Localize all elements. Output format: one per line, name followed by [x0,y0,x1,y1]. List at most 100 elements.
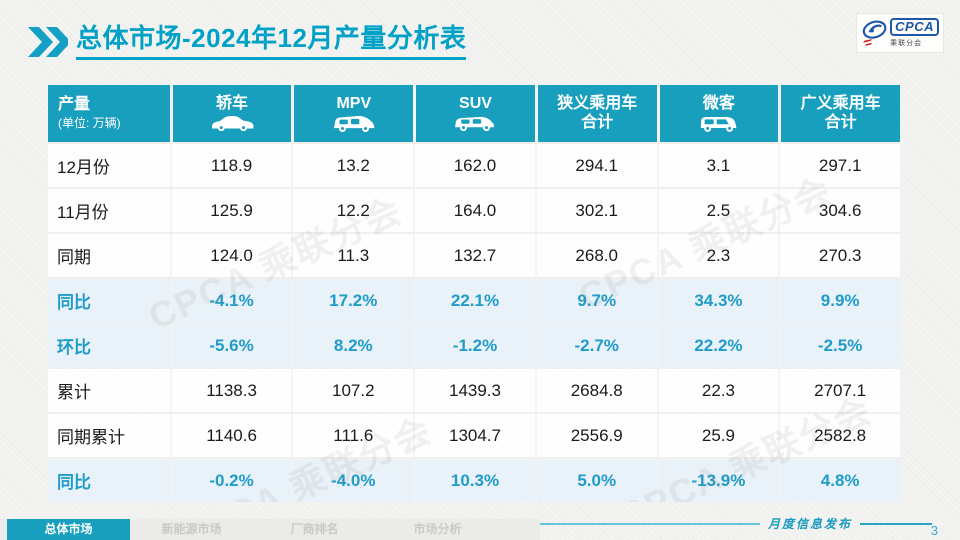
table-cell: 8.2% [291,324,413,367]
table-cell: 4.8% [778,459,900,502]
table-cell: 13.2 [291,144,413,187]
cpca-swirl-icon [862,20,887,46]
table-cell: 25.9 [656,414,779,457]
column-header-5: 微客 [656,85,779,142]
table-cell: 164.0 [413,189,535,232]
column-label-line2: 合计 [581,113,614,131]
row-label: 同期 [57,248,91,267]
table-cell: 1439.3 [413,369,535,412]
column-label: 产量 [58,96,91,114]
footer-tab-nev-market[interactable]: 新能源市场 [161,522,222,536]
table-cell: 9.7% [534,279,657,322]
table-cell: -4.1% [169,279,292,322]
table-cell: 2684.8 [534,369,657,412]
table-cell: 111.6 [291,414,413,457]
table-cell: 2582.8 [778,414,900,457]
mpv-icon [331,114,377,132]
table-row-4: 环比 -5.6% 8.2% -1.2% -2.7% 22.2% -2.5% [48,322,900,367]
footer-line-right [860,522,932,525]
column-header-2: MPV [291,85,414,142]
footer-tabs: 总体市场 新能源市场 厂商排名 市场分析 [7,519,499,540]
release-label: 月度信息发布 [767,517,852,531]
table-cell: 1138.3 [169,369,292,412]
unit-note: (单位: 万辆) [58,115,121,130]
table-cell: 2556.9 [534,414,657,457]
table-cell: 118.9 [169,144,292,187]
table-cell: 107.2 [291,369,413,412]
table-cell: 297.1 [778,144,900,187]
table-cell: 270.3 [778,234,900,277]
microvan-icon [697,114,741,132]
table-cell: 294.1 [534,144,657,187]
sedan-icon [209,114,255,132]
table-cell: 1304.7 [413,414,535,457]
production-table: CPCA 乘联分会 CPCA 乘联分会 CPCA 乘联分会 CPCA 乘联分会 … [48,85,900,502]
page-number: 3 [930,523,938,538]
column-label: SUV [459,94,492,112]
page-title: 总体市场-2024年12月产量分析表 [76,23,467,60]
row-label: 11月份 [57,203,109,222]
table-cell: 12.2 [291,189,413,232]
row-label: 12月份 [57,158,110,177]
footer-tab-overall-market[interactable]: 总体市场 [7,519,130,540]
row-label: 同比 [57,473,91,492]
table-cell: 17.2% [291,279,413,322]
table-row-1: 11月份 125.9 12.2 164.0 302.1 2.5 304.6 [48,187,900,232]
table-cell: 268.0 [534,234,657,277]
table-cell: 34.3% [656,279,779,322]
table-row-3: 同比 -4.1% 17.2% 22.1% 9.7% 34.3% 9.9% [48,277,900,322]
table-cell: 5.0% [534,459,657,502]
tab-strip [0,519,540,540]
column-label-line2: 合计 [824,113,857,131]
row-label: 同比 [57,293,91,312]
table-cell: 132.7 [413,234,535,277]
footer-tab-oem-ranking[interactable]: 厂商排名 [290,522,339,536]
table-cell: 125.9 [169,189,292,232]
column-label: MPV [336,94,372,112]
table-cell: -5.6% [169,324,292,367]
suv-icon [452,114,498,132]
column-header-4: 狭义乘用车 合计 [534,85,657,142]
table-cell: 22.2% [656,324,779,367]
column-label: 轿车 [216,94,249,112]
table-cell: 2.5 [656,189,779,232]
footer-tab-market-analysis[interactable]: 市场分析 [413,522,462,536]
table-cell: 10.3% [413,459,535,502]
column-header-0: 产量 (单位: 万辆) [48,85,170,142]
table-cell: -4.0% [291,459,413,502]
table-cell: 3.1 [656,144,779,187]
table-row-5: 累计 1138.3 107.2 1439.3 2684.8 22.3 2707.1 [48,367,900,412]
table-cell: 11.3 [291,234,413,277]
table-row-2: 同期 124.0 11.3 132.7 268.0 2.3 270.3 [48,232,900,277]
table-cell: -2.7% [534,324,657,367]
table-cell: 2707.1 [778,369,900,412]
table-cell: 22.1% [413,279,535,322]
row-label: 累计 [57,383,91,402]
table-cell: 22.3 [656,369,779,412]
title-row: 总体市场-2024年12月产量分析表 [26,23,467,60]
cpca-logo-text: CPCA [890,18,939,36]
title-market: 总体市场 [76,23,183,53]
row-label: 同期累计 [57,428,125,447]
table-cell: 162.0 [413,144,535,187]
column-label: 微客 [702,94,735,112]
table-cell: -13.9% [656,459,779,502]
table-cell: 9.9% [778,279,900,322]
table-header-row: 产量 (单位: 万辆) 轿车 MPV SUV 狭义乘用车 合计 微客 广义乘用车 合计 [48,85,900,142]
double-chevron-icon [28,27,68,57]
column-label: 广义乘用车 [800,95,881,113]
table-row-7: 同比 -0.2% -4.0% 10.3% 5.0% -13.9% 4.8% [48,457,900,502]
table-cell: 2.3 [656,234,779,277]
table-cell: 304.6 [778,189,900,232]
cpca-logo-subtext: 乘联分会 [890,40,923,47]
column-header-3: SUV [413,85,535,142]
table-cell: 302.1 [534,189,657,232]
table-cell: -0.2% [169,459,292,502]
table-row-6: 同期累计 1140.6 111.6 1304.7 2556.9 25.9 2582.8 [48,412,900,457]
column-header-1: 轿车 [169,85,292,142]
table-cell: 124.0 [169,234,292,277]
title-rest: -2024年12月产量分析表 [182,23,467,53]
table-row-0: 12月份 118.9 13.2 162.0 294.1 3.1 297.1 [48,142,900,187]
row-label: 环比 [57,338,91,357]
table-cell: -1.2% [413,324,535,367]
